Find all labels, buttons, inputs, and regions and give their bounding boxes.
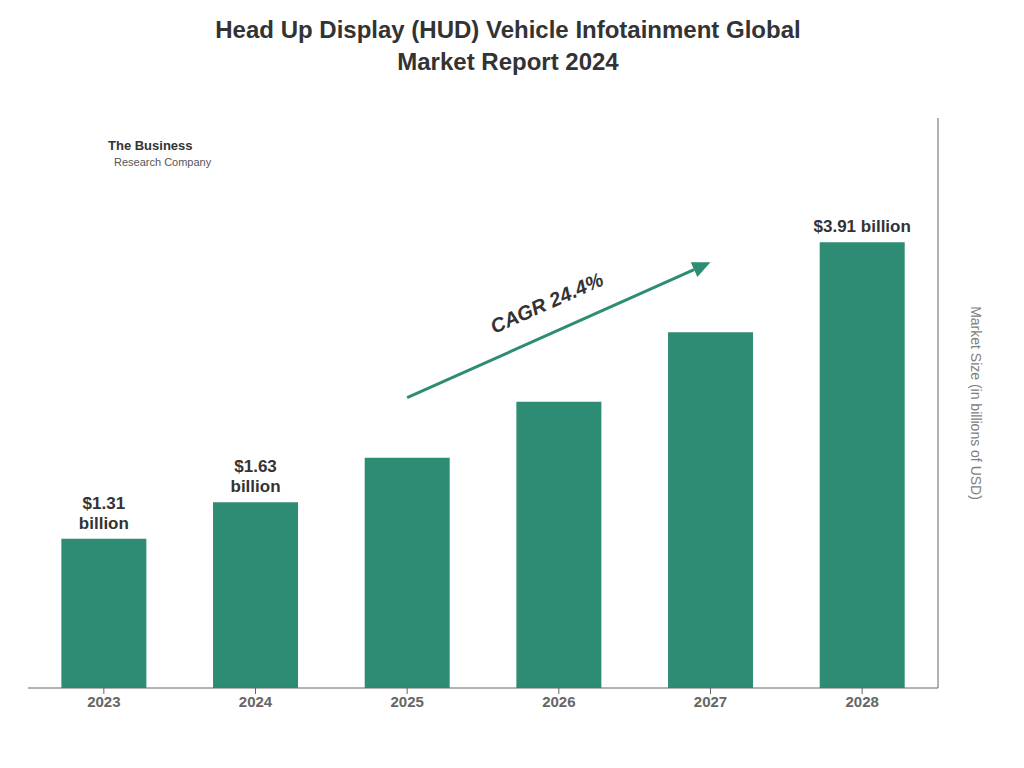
html-text:The Business: The Business: [108, 138, 193, 153]
svg-text:Market Size (in billions of US: Market Size (in billions of USD): [968, 306, 984, 500]
svg-text:2023: 2023: [87, 693, 120, 710]
svg-text:2028: 2028: [845, 693, 878, 710]
html-text:Research Company: Research Company: [114, 155, 212, 168]
svg-text:$3.91 billion: $3.91 billion: [814, 217, 911, 236]
svg-text:2024: 2024: [239, 693, 273, 710]
svg-text:2026: 2026: [542, 693, 575, 710]
svg-text:2027: 2027: [694, 693, 727, 710]
svg-text:$1.31billion: $1.31billion: [79, 494, 129, 533]
html-text:Head Up Display (HUD) Vehicle: Head Up Display (HUD) Vehicle Infotainme…: [215, 16, 801, 75]
svg-text:CAGR 24.4%: CAGR 24.4%: [487, 268, 607, 338]
svg-text:$1.63billion: $1.63billion: [231, 457, 281, 496]
svg-text:2025: 2025: [390, 693, 423, 710]
